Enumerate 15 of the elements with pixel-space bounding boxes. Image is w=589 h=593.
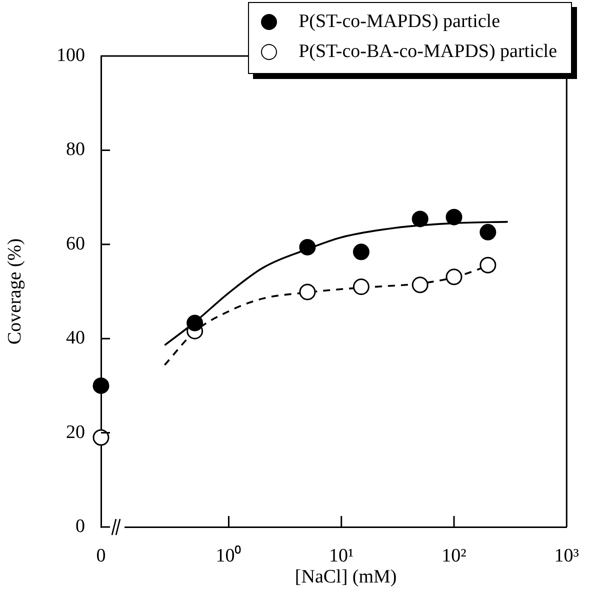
legend-label: P(ST-co-BA-co-MAPDS) particle [298, 41, 557, 63]
y-tick-label: 40 [66, 328, 85, 349]
x-tick-label: 10² [442, 545, 467, 566]
x-tick-label: 10⁰ [216, 544, 242, 566]
x-axis-title: [NaCl] (mM) [294, 566, 397, 588]
y-tick-label: 80 [66, 139, 85, 160]
y-tick-label: 60 [66, 233, 85, 254]
x-tick-label: 10¹ [329, 545, 354, 566]
y-tick-label: 100 [56, 44, 85, 66]
y-tick-label: 20 [66, 422, 85, 443]
x-tick-label: 10³ [554, 545, 580, 566]
legend-label: P(ST-co-MAPDS) particle [298, 11, 500, 33]
y-axis-title: Coverage (%) [4, 238, 26, 345]
y-tick-label: 0 [76, 516, 85, 537]
x-tick-label: 0 [96, 545, 106, 566]
